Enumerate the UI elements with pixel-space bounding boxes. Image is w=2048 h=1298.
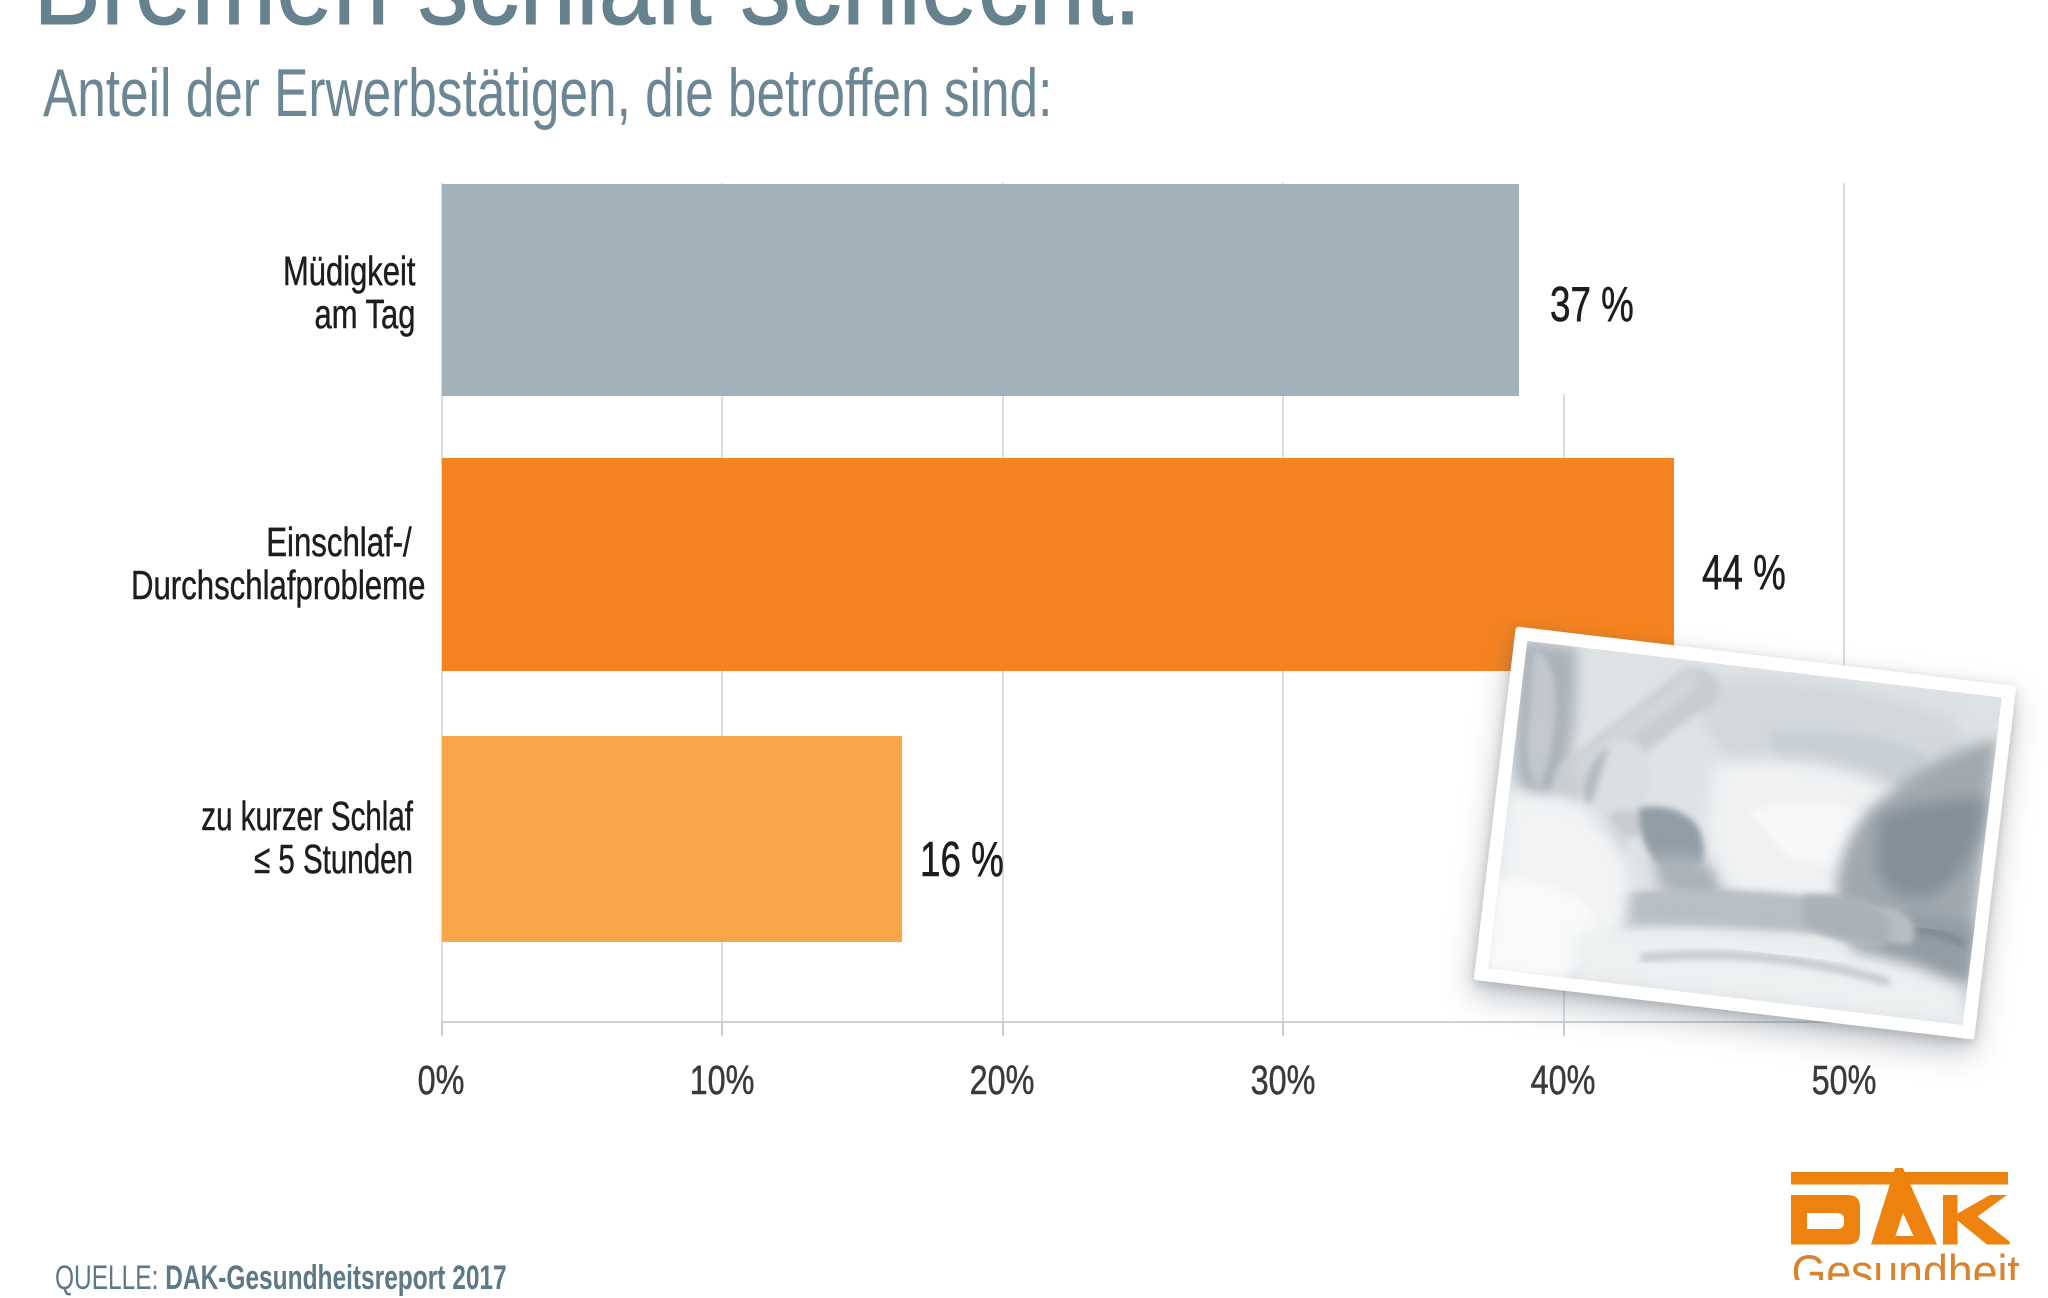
svg-text:Gesundheit: Gesundheit <box>1792 1246 2021 1280</box>
